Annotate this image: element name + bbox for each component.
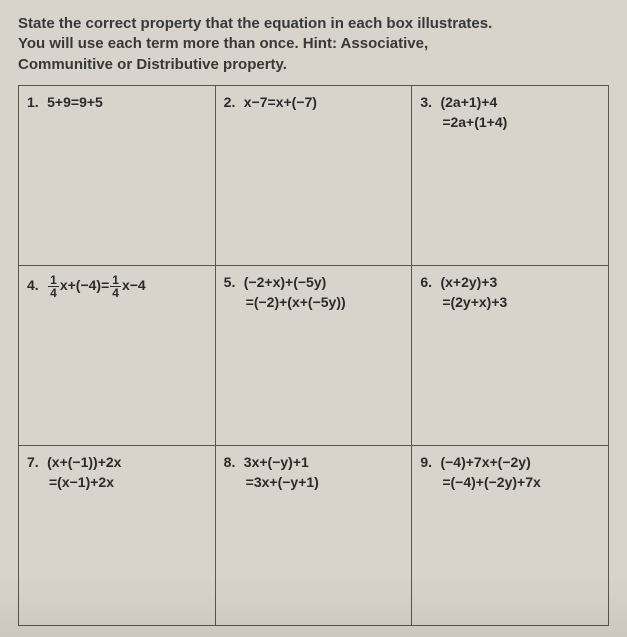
cell-number: 6. <box>420 274 432 290</box>
table-row: 7. (x+(−1))+2x =(x−1)+2x 8. 3x+(−y)+1 =3… <box>19 445 609 625</box>
equation-seg: x+(−4)= <box>60 277 109 293</box>
cell-number: 7. <box>27 454 39 470</box>
cell-7: 7. (x+(−1))+2x =(x−1)+2x <box>19 445 216 625</box>
equation-line: (x+2y)+3 <box>440 274 497 290</box>
cell-1: 1. 5+9=9+5 <box>19 85 216 265</box>
equation-line: (−2+x)+(−5y) <box>244 274 327 290</box>
cell-number: 3. <box>420 94 432 110</box>
cell-9: 9. (−4)+7x+(−2y) =(−4)+(−2y)+7x <box>412 445 609 625</box>
cell-number: 2. <box>224 94 236 110</box>
cell-number: 5. <box>224 274 236 290</box>
cell-4: 4. 1 4 x+(−4)= 1 4 x−4 <box>19 265 216 445</box>
cell-number: 8. <box>224 454 236 470</box>
equation-line-2: =2a+(1+4) <box>442 114 600 130</box>
equation-line-2: =(2y+x)+3 <box>442 294 600 310</box>
instructions-block: State the correct property that the equa… <box>18 14 609 75</box>
cell-5: 5. (−2+x)+(−5y) =(−2)+(x+(−5y)) <box>215 265 412 445</box>
table-row: 1. 5+9=9+5 2. x−7=x+(−7) 3. (2a+1)+4 =2a… <box>19 85 609 265</box>
equation-line: 1 4 x+(−4)= 1 4 x−4 <box>47 277 146 293</box>
cell-2: 2. x−7=x+(−7) <box>215 85 412 265</box>
table-row: 4. 1 4 x+(−4)= 1 4 x−4 5. (−2+x)+(−5y) =… <box>19 265 609 445</box>
cell-3: 3. (2a+1)+4 =2a+(1+4) <box>412 85 609 265</box>
equation-line-2: =(−4)+(−2y)+7x <box>442 474 600 490</box>
cell-number: 4. <box>27 277 39 293</box>
fraction-top: 1 <box>110 274 121 287</box>
equation-line: (x+(−1))+2x <box>47 454 121 470</box>
equation-line: (−4)+7x+(−2y) <box>440 454 530 470</box>
fraction-icon: 1 4 <box>48 274 59 299</box>
equation-line-2: =3x+(−y+1) <box>246 474 404 490</box>
worksheet-grid: 1. 5+9=9+5 2. x−7=x+(−7) 3. (2a+1)+4 =2a… <box>18 85 609 626</box>
equation-line-2: =(−2)+(x+(−5y)) <box>246 294 404 310</box>
instruction-line-1: State the correct property that the equa… <box>18 14 609 34</box>
cell-number: 9. <box>420 454 432 470</box>
fraction-bot: 4 <box>48 287 59 299</box>
cell-6: 6. (x+2y)+3 =(2y+x)+3 <box>412 265 609 445</box>
cell-number: 1. <box>27 94 39 110</box>
instruction-line-2: You will use each term more than once. H… <box>18 34 609 54</box>
fraction-top: 1 <box>48 274 59 287</box>
fraction-icon: 1 4 <box>110 274 121 299</box>
instruction-line-3: Communitive or Distributive property. <box>18 55 609 75</box>
equation-line: 5+9=9+5 <box>47 94 103 110</box>
fraction-bot: 4 <box>110 287 121 299</box>
equation-line: (2a+1)+4 <box>440 94 497 110</box>
equation-line: x−7=x+(−7) <box>244 94 317 110</box>
equation-line: 3x+(−y)+1 <box>244 454 309 470</box>
equation-line-2: =(x−1)+2x <box>49 474 207 490</box>
equation-seg: x−4 <box>122 277 146 293</box>
cell-8: 8. 3x+(−y)+1 =3x+(−y+1) <box>215 445 412 625</box>
